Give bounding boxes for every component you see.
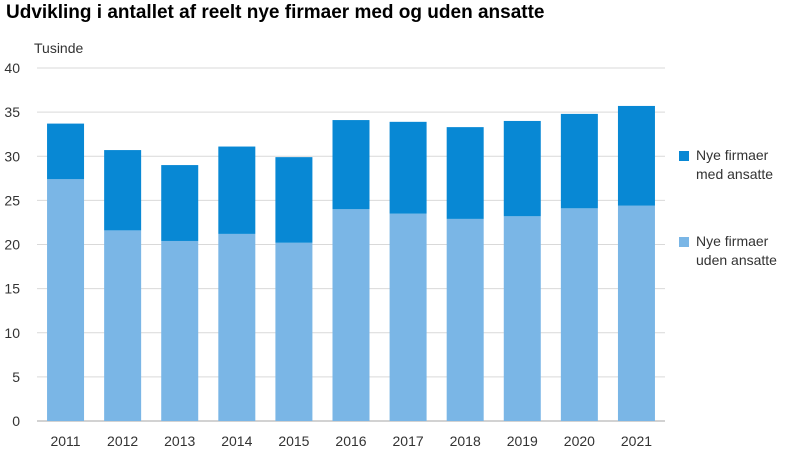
legend-label-1-line-0: Nye firmaer [696,233,769,249]
bar-2012-uden-ansatte [104,230,142,421]
bar-2015-uden-ansatte [275,242,313,421]
bar-2012-med-ansatte [104,150,142,231]
bar-2021-med-ansatte [617,105,655,206]
legend-label-0-line-1: med ansatte [696,166,773,182]
bar-2016-uden-ansatte [332,209,370,421]
y-tick-label-40: 40 [4,60,20,76]
bar-2017-med-ansatte [389,121,427,214]
y-tick-label-30: 30 [4,148,20,164]
x-tick-label-2021: 2021 [621,433,652,449]
bar-2014-med-ansatte [218,146,256,234]
bar-2014-uden-ansatte [218,233,256,421]
x-tick-label-2018: 2018 [450,433,481,449]
legend-label-0-line-0: Nye firmaer [696,147,769,163]
x-tick-label-2017: 2017 [393,433,424,449]
bar-2015-med-ansatte [275,157,313,243]
bars [47,105,655,421]
axes: Tusinde 0 5 10 15 20 25 30 35 40 2011 2012 2013 2014… [4,40,665,449]
x-tick-label-2013: 2013 [164,433,195,449]
bar-2016-med-ansatte [332,120,370,210]
bar-2020-uden-ansatte [560,208,598,421]
bar-2019-med-ansatte [503,120,541,217]
bar-2017-uden-ansatte [389,213,427,421]
x-tick-label-2019: 2019 [507,433,538,449]
x-tick-label-2020: 2020 [564,433,595,449]
chart-title: Udvikling i antallet af reelt nye firmae… [6,2,545,23]
bar-2021-uden-ansatte [617,205,655,421]
x-tick-label-2016: 2016 [335,433,366,449]
bar-2011-uden-ansatte [47,179,85,421]
legend-swatch-0 [679,151,689,161]
bar-2018-med-ansatte [446,127,484,219]
bar-2019-uden-ansatte [503,216,541,421]
bar-2020-med-ansatte [560,113,598,209]
x-tick-label-2015: 2015 [278,433,309,449]
legend-label-1-line-1: uden ansatte [696,252,777,268]
bar-2011-med-ansatte [47,123,85,180]
y-tick-label-35: 35 [4,104,20,120]
legend-swatch-1 [679,237,689,247]
y-tick-label-25: 25 [4,192,20,208]
bar-2013-med-ansatte [161,165,199,241]
x-tick-label-2012: 2012 [107,433,138,449]
bar-2018-uden-ansatte [446,218,484,421]
legend: Nye firmaer med ansatte Nye firmaer uden an… [679,147,777,268]
y-tick-label-15: 15 [4,281,20,297]
y-tick-label-0: 0 [12,413,20,429]
y-axis-unit-label: Tusinde [34,40,84,56]
x-tick-label-2011: 2011 [50,433,80,449]
y-tick-label-5: 5 [12,369,20,385]
x-tick-label-2014: 2014 [221,433,252,449]
bar-2013-uden-ansatte [161,240,199,421]
y-tick-label-20: 20 [4,237,20,253]
y-tick-label-10: 10 [4,325,20,341]
